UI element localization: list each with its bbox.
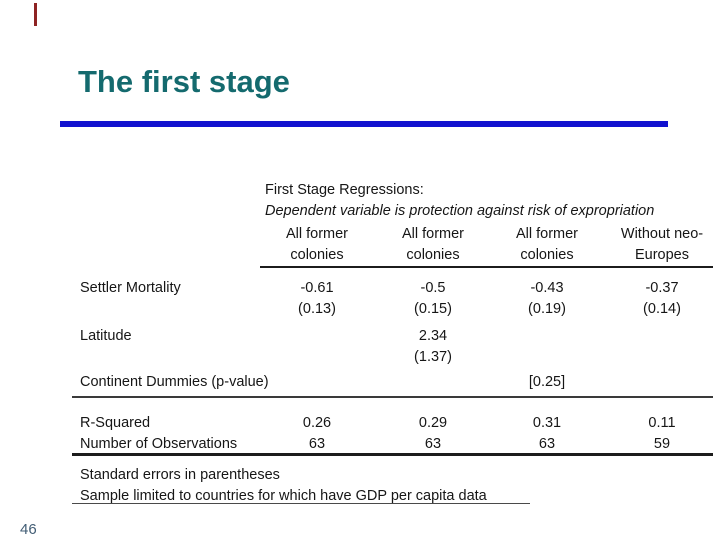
header-rule	[260, 266, 713, 268]
section-rule	[72, 396, 713, 398]
row-label: Continent Dummies (p-value)	[80, 374, 269, 390]
row-label: Latitude	[80, 328, 132, 344]
value-cell: 59	[653, 436, 671, 452]
value-cell: 0.11	[648, 415, 676, 431]
value-cell: 63	[308, 436, 326, 452]
value-cell: [0.25]	[528, 374, 566, 390]
value-cell: -0.43	[530, 280, 564, 296]
value-cell: 2.34	[418, 328, 448, 344]
row-label: R-Squared	[80, 415, 151, 431]
page-title: The first stage	[78, 64, 290, 99]
se-cell: (0.19)	[528, 301, 566, 317]
se-cell: (1.37)	[414, 349, 452, 365]
column-header-2: All former colonies	[368, 224, 498, 266]
column-header-4: Without neo- Europes	[597, 224, 720, 266]
se-cell: (0.14)	[643, 301, 681, 317]
row-label: Number of Observations	[80, 436, 238, 452]
accent-tick	[34, 3, 37, 26]
column-header-line: All former	[515, 226, 579, 242]
value-cell: -0.61	[300, 280, 334, 296]
column-header-line: colonies	[406, 247, 460, 263]
value-cell: -0.5	[420, 280, 446, 296]
page-number: 46	[20, 521, 37, 538]
se-cell: (0.15)	[414, 301, 452, 317]
column-header-line: colonies	[290, 247, 344, 263]
column-header-3: All former colonies	[482, 224, 612, 266]
column-header-line: Europes	[634, 247, 689, 263]
value-cell: 0.26	[302, 415, 332, 431]
table-note: Standard errors in parentheses	[80, 467, 280, 483]
title-rule	[60, 121, 668, 127]
column-header-line: All former	[401, 226, 465, 242]
bottom-rule	[72, 453, 713, 456]
column-header-line: All former	[285, 226, 349, 242]
value-cell: 63	[538, 436, 556, 452]
regression-table: First Stage Regressions: Dependent varia…	[72, 180, 713, 510]
table-title: First Stage Regressions:	[265, 182, 424, 198]
row-label: Settler Mortality	[80, 280, 181, 296]
column-header-line: Without neo-	[620, 226, 704, 242]
column-header-1: All former colonies	[252, 224, 382, 266]
value-cell: 63	[424, 436, 442, 452]
table-subtitle: Dependent variable is protection against…	[265, 203, 655, 219]
value-cell: -0.37	[645, 280, 679, 296]
footer-rule	[72, 503, 530, 504]
table-note: Sample limited to countries for which ha…	[80, 488, 487, 504]
value-cell: 0.29	[418, 415, 448, 431]
column-header-line: colonies	[520, 247, 574, 263]
value-cell: 0.31	[532, 415, 562, 431]
se-cell: (0.13)	[298, 301, 336, 317]
